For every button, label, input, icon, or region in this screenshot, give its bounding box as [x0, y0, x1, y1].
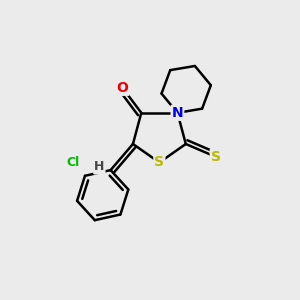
Text: S: S [154, 155, 164, 170]
Text: H: H [94, 160, 104, 173]
Text: Cl: Cl [67, 156, 80, 170]
Text: S: S [211, 150, 221, 164]
Text: N: N [172, 106, 183, 120]
Text: O: O [117, 81, 128, 95]
